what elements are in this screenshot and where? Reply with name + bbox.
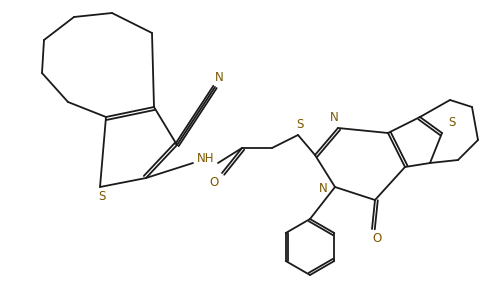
Text: O: O — [209, 175, 219, 188]
Text: N: N — [330, 112, 338, 124]
Text: S: S — [448, 117, 456, 130]
Text: S: S — [98, 189, 106, 203]
Text: S: S — [296, 119, 304, 131]
Text: NH: NH — [197, 152, 215, 166]
Text: N: N — [215, 71, 223, 84]
Text: N: N — [318, 182, 327, 196]
Text: O: O — [372, 231, 381, 245]
